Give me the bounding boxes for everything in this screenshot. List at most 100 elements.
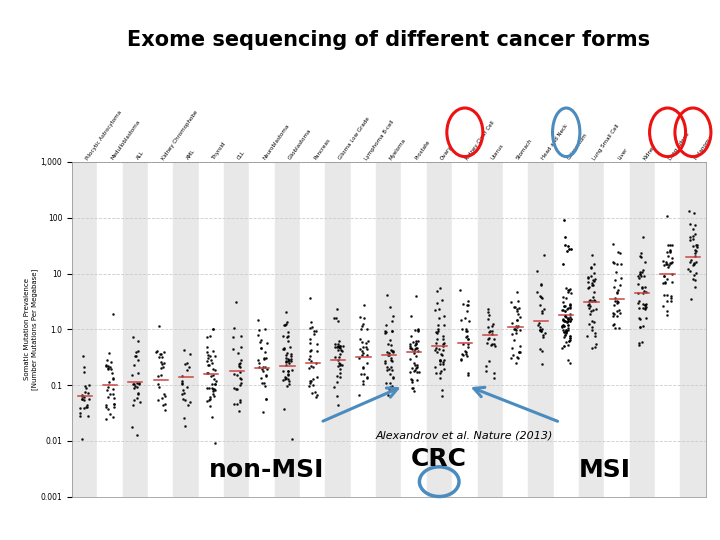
Point: [380, 328, 392, 337]
Point: [256, 343, 267, 352]
Point: [104, 409, 116, 418]
Point: [255, 337, 266, 346]
Point: [408, 387, 420, 395]
Point: [610, 275, 621, 284]
Point: [556, 323, 567, 332]
Point: [560, 313, 572, 322]
Point: [534, 326, 546, 334]
Point: [333, 359, 345, 368]
Point: [658, 272, 670, 280]
Point: [310, 359, 322, 367]
Point: [486, 339, 498, 348]
Point: [462, 343, 474, 352]
Point: [585, 264, 596, 272]
Point: [539, 329, 551, 338]
Point: [280, 360, 292, 369]
Point: [438, 312, 450, 320]
Point: [207, 385, 218, 394]
Point: [407, 338, 418, 346]
Point: [286, 352, 297, 360]
Point: [562, 314, 574, 323]
Point: [482, 323, 494, 332]
Point: [357, 364, 369, 373]
Point: [562, 305, 573, 313]
Point: [379, 359, 391, 367]
Point: [661, 297, 672, 306]
Point: [127, 332, 138, 341]
Point: [610, 293, 621, 302]
Point: [282, 355, 294, 363]
Point: [361, 350, 373, 359]
Point: [387, 347, 399, 355]
Point: [156, 394, 168, 402]
Point: [408, 367, 420, 376]
Point: [204, 396, 215, 405]
Point: [179, 388, 190, 397]
Point: [585, 295, 596, 304]
Point: [684, 266, 696, 275]
Point: [205, 372, 217, 381]
Point: [636, 267, 648, 276]
Point: [538, 333, 549, 341]
Point: [585, 271, 597, 280]
Point: [660, 259, 671, 268]
Point: [154, 350, 166, 359]
Point: [513, 354, 524, 362]
Point: [534, 291, 546, 300]
Point: [100, 362, 112, 370]
Point: [158, 390, 170, 399]
Point: [157, 401, 168, 410]
Point: [282, 367, 294, 376]
Point: [684, 258, 696, 267]
Point: [435, 356, 446, 365]
Point: [589, 274, 600, 283]
Point: [308, 329, 320, 338]
Bar: [325, 162, 351, 497]
Point: [408, 349, 420, 357]
Point: [581, 332, 593, 341]
Point: [281, 381, 292, 390]
Point: [207, 325, 219, 333]
Point: [411, 368, 423, 377]
Point: [385, 341, 397, 350]
Point: [410, 363, 422, 372]
Point: [78, 363, 89, 372]
Point: [102, 385, 113, 394]
Point: [665, 241, 676, 250]
Point: [380, 320, 392, 329]
Point: [305, 318, 317, 327]
Point: [101, 402, 112, 411]
Point: [235, 363, 246, 372]
Point: [156, 360, 168, 368]
Point: [536, 327, 547, 335]
Point: [279, 375, 290, 384]
Point: [382, 348, 393, 356]
Point: [151, 346, 163, 355]
Point: [357, 362, 369, 371]
Point: [357, 348, 369, 357]
Point: [434, 374, 446, 383]
Point: [253, 331, 264, 340]
Point: [152, 372, 163, 380]
Point: [608, 282, 620, 291]
Point: [589, 318, 600, 327]
Point: [100, 400, 112, 409]
Point: [329, 353, 341, 361]
Point: [564, 331, 576, 340]
Point: [382, 350, 393, 359]
Point: [611, 288, 623, 297]
Point: [557, 316, 569, 325]
Point: [634, 296, 645, 305]
Point: [559, 233, 570, 241]
Point: [564, 315, 576, 323]
Point: [565, 288, 577, 297]
Point: [533, 320, 544, 329]
Point: [334, 373, 346, 382]
Point: [559, 307, 571, 315]
Point: [489, 342, 500, 350]
Point: [182, 400, 194, 409]
Point: [636, 282, 648, 291]
Point: [562, 242, 574, 251]
Point: [431, 347, 443, 356]
Point: [587, 326, 598, 334]
